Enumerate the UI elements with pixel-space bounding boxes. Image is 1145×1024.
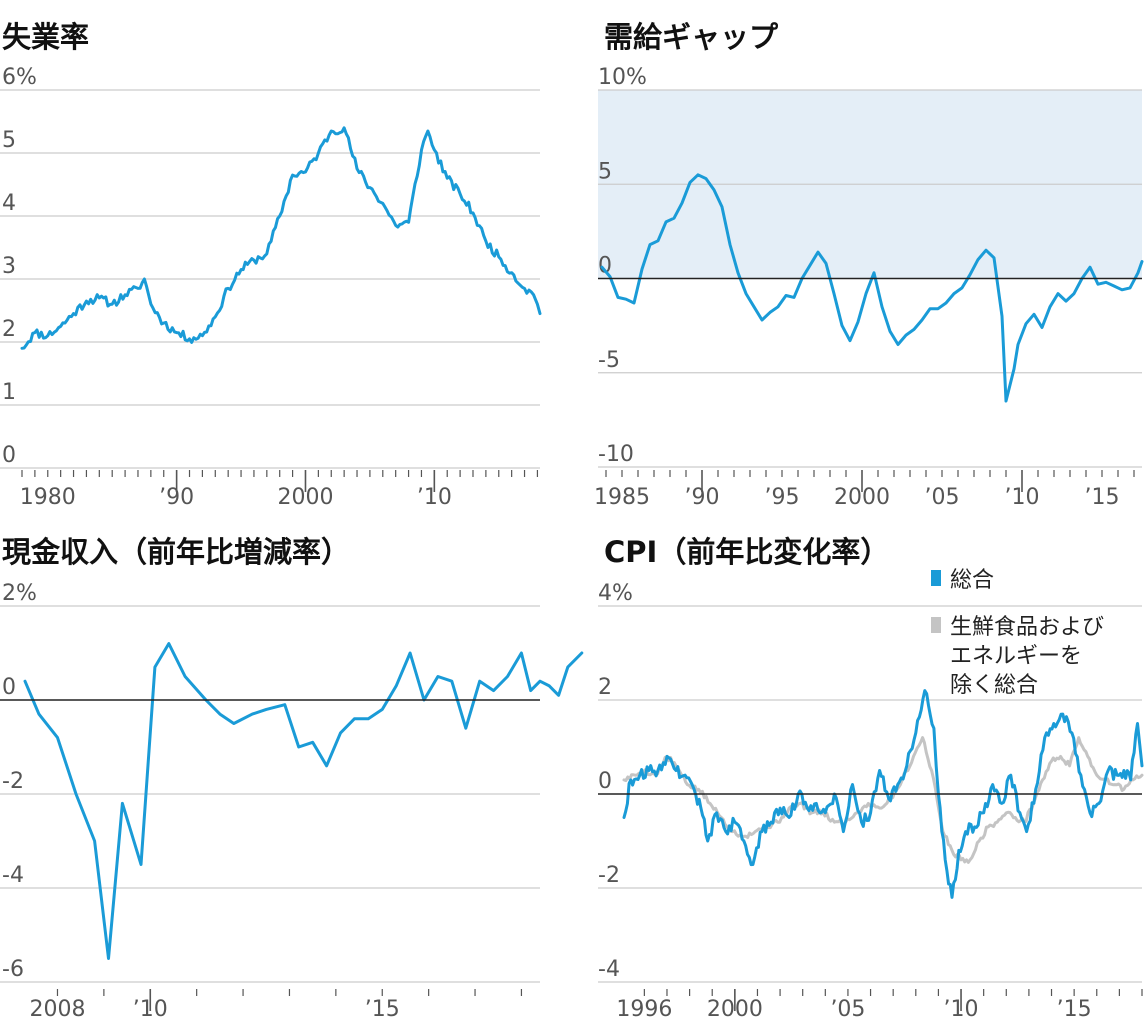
cash_earnings-xtick-label: ’10 xyxy=(133,997,168,1022)
output_gap-ytick-label: 10% xyxy=(598,65,647,90)
cpi-xtick-label: ’10 xyxy=(944,997,979,1022)
cpi-series-line-0 xyxy=(622,736,1144,864)
cpi-ytick-label: 4% xyxy=(598,581,633,606)
unemployment-series-line-0 xyxy=(20,126,542,350)
panel-cpi: CPI（前年比変化率） -4 -2 0 2 4% 1996 2000 ’05 ’10 ’15 総合… xyxy=(598,535,1144,1022)
legend-label-core-line3: 除く総合 xyxy=(950,673,1038,698)
unemployment-ytick-label: 0 xyxy=(2,443,16,468)
unemployment-ytick-label: 2 xyxy=(2,317,16,342)
unemployment-ytick-label: 6% xyxy=(2,65,37,90)
unemployment-ytick-label: 5 xyxy=(2,128,16,153)
title-cash-earnings: 現金収入（前年比増減率） xyxy=(2,535,350,569)
unemployment-ytick-label: 1 xyxy=(2,380,16,405)
panel-output-gap: 需給ギャップ -10 -5 0 5 10% 1985 ’90 ’95 2000 ’05 ’10 ’15 xyxy=(594,20,1144,510)
panel-unemployment: 失業率 0 1 2 3 4 5 6% 1980 ’90 2000 ’10 xyxy=(0,20,542,510)
cpi-ytick-label: 2 xyxy=(598,675,612,700)
title-output-gap: 需給ギャップ xyxy=(604,20,779,54)
cpi-ytick-label: -4 xyxy=(598,957,620,982)
cpi-xtick-label: ’15 xyxy=(1057,997,1092,1022)
panel-cash-earnings: 現金収入（前年比増減率） -6 -4 -2 0 2% 2008 ’10 ’15 xyxy=(0,535,584,1022)
cash_earnings-xtick-label: 2008 xyxy=(29,997,85,1022)
output_gap-ytick-label: 5 xyxy=(598,159,612,184)
output_gap-xtick-label: ’05 xyxy=(925,485,960,510)
cash_earnings-ytick-label: -4 xyxy=(2,863,24,888)
legend-swatch-core xyxy=(931,617,941,633)
title-unemployment: 失業率 xyxy=(2,20,89,54)
legend-label-core-line2: エネルギーを xyxy=(950,644,1082,669)
output_gap-ytick-label: -10 xyxy=(598,442,634,467)
cash_earnings-xtick-label: ’15 xyxy=(365,997,400,1022)
cpi-series-line-1 xyxy=(622,689,1144,899)
cpi-ytick-label: 0 xyxy=(598,769,612,794)
output_gap-xtick-label: 2000 xyxy=(834,485,890,510)
unemployment-xtick-label: ’90 xyxy=(159,485,194,510)
cpi-xtick-label: 2000 xyxy=(707,997,763,1022)
cpi-xtick-label: 1996 xyxy=(616,997,672,1022)
cash_earnings-ytick-label: 2% xyxy=(2,581,37,606)
legend-swatch-headline xyxy=(931,570,941,586)
cpi-xtick-label: ’05 xyxy=(830,997,865,1022)
cash_earnings-ytick-label: -2 xyxy=(2,769,24,794)
cash_earnings-ytick-label: 0 xyxy=(2,675,16,700)
unemployment-ytick-label: 3 xyxy=(2,254,16,279)
unemployment-xtick-label: 2000 xyxy=(277,485,333,510)
output_gap-ytick-label: 0 xyxy=(598,254,612,279)
output_gap-xtick-label: 1985 xyxy=(594,485,650,510)
legend-cpi: 総合 生鮮食品および エネルギーを 除く総合 xyxy=(931,568,1104,698)
output_gap-ytick-label: -5 xyxy=(598,348,620,373)
unemployment-xtick-label: ’10 xyxy=(417,485,452,510)
cpi-ytick-label: -2 xyxy=(598,863,620,888)
legend-label-core-line1: 生鮮食品および xyxy=(950,615,1104,640)
output_gap-xtick-label: ’95 xyxy=(765,485,800,510)
legend-label-headline: 総合 xyxy=(950,568,994,593)
title-cpi: CPI（前年比変化率） xyxy=(604,535,889,569)
output_gap-xtick-label: ’90 xyxy=(685,485,720,510)
unemployment-xtick-label: 1980 xyxy=(20,485,76,510)
output_gap-series-line-0 xyxy=(600,173,1144,403)
output_gap-xtick-label: ’10 xyxy=(1005,485,1040,510)
cash_earnings-ytick-label: -6 xyxy=(2,957,24,982)
output_gap-xtick-label: ’15 xyxy=(1085,485,1120,510)
unemployment-ytick-label: 4 xyxy=(2,191,16,216)
cash_earnings-series-line-0 xyxy=(23,642,584,960)
